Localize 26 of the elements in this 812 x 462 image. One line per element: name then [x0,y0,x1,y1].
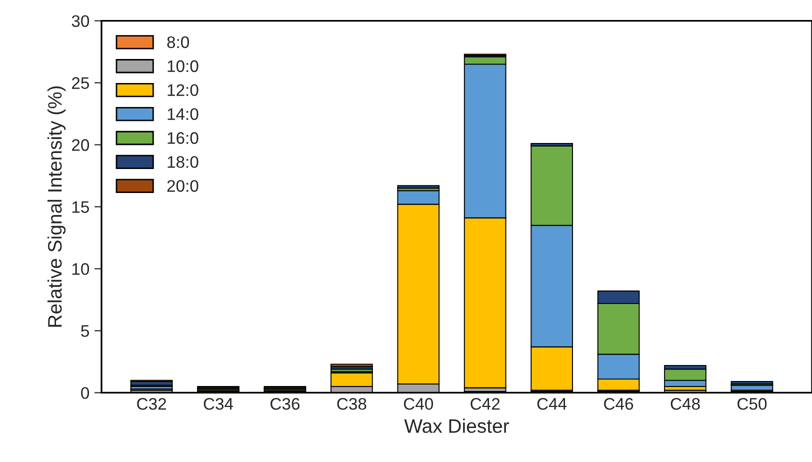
x-tick-label: C32 [137,398,166,410]
y-axis-title: Relative Signal Intensity (%) [47,86,66,327]
x-tick-label: C50 [738,398,767,410]
y-tick-label: 15 [72,201,89,213]
legend-label: 18:0 [168,156,198,168]
y-tick-label: 30 [72,15,90,27]
x-tick-label: C38 [337,398,366,410]
x-tick-label: C48 [670,398,700,410]
legend-label: 20:0 [167,180,198,192]
y-tick-label: 20 [72,139,90,151]
y-tick-label: 10 [72,263,90,275]
x-tick-label: C46 [604,398,634,410]
y-tick-label: 5 [81,325,89,337]
x-axis-title: Wax Diester [404,418,510,433]
y-tick-label: 0 [81,387,90,399]
x-tick-label: C34 [204,398,234,410]
x-tick-label: C42 [470,398,500,410]
legend-label: 16:0 [168,132,198,144]
legend-label: 8:0 [167,36,190,48]
legend-label: 10:0 [168,60,198,72]
x-tick-label: C40 [404,398,434,410]
legend-label: 14:0 [168,108,198,120]
y-tick-label: 25 [72,77,89,89]
x-tick-label: C36 [270,398,300,410]
legend-label: 12:0 [168,84,198,96]
x-tick-label: C44 [537,398,567,410]
